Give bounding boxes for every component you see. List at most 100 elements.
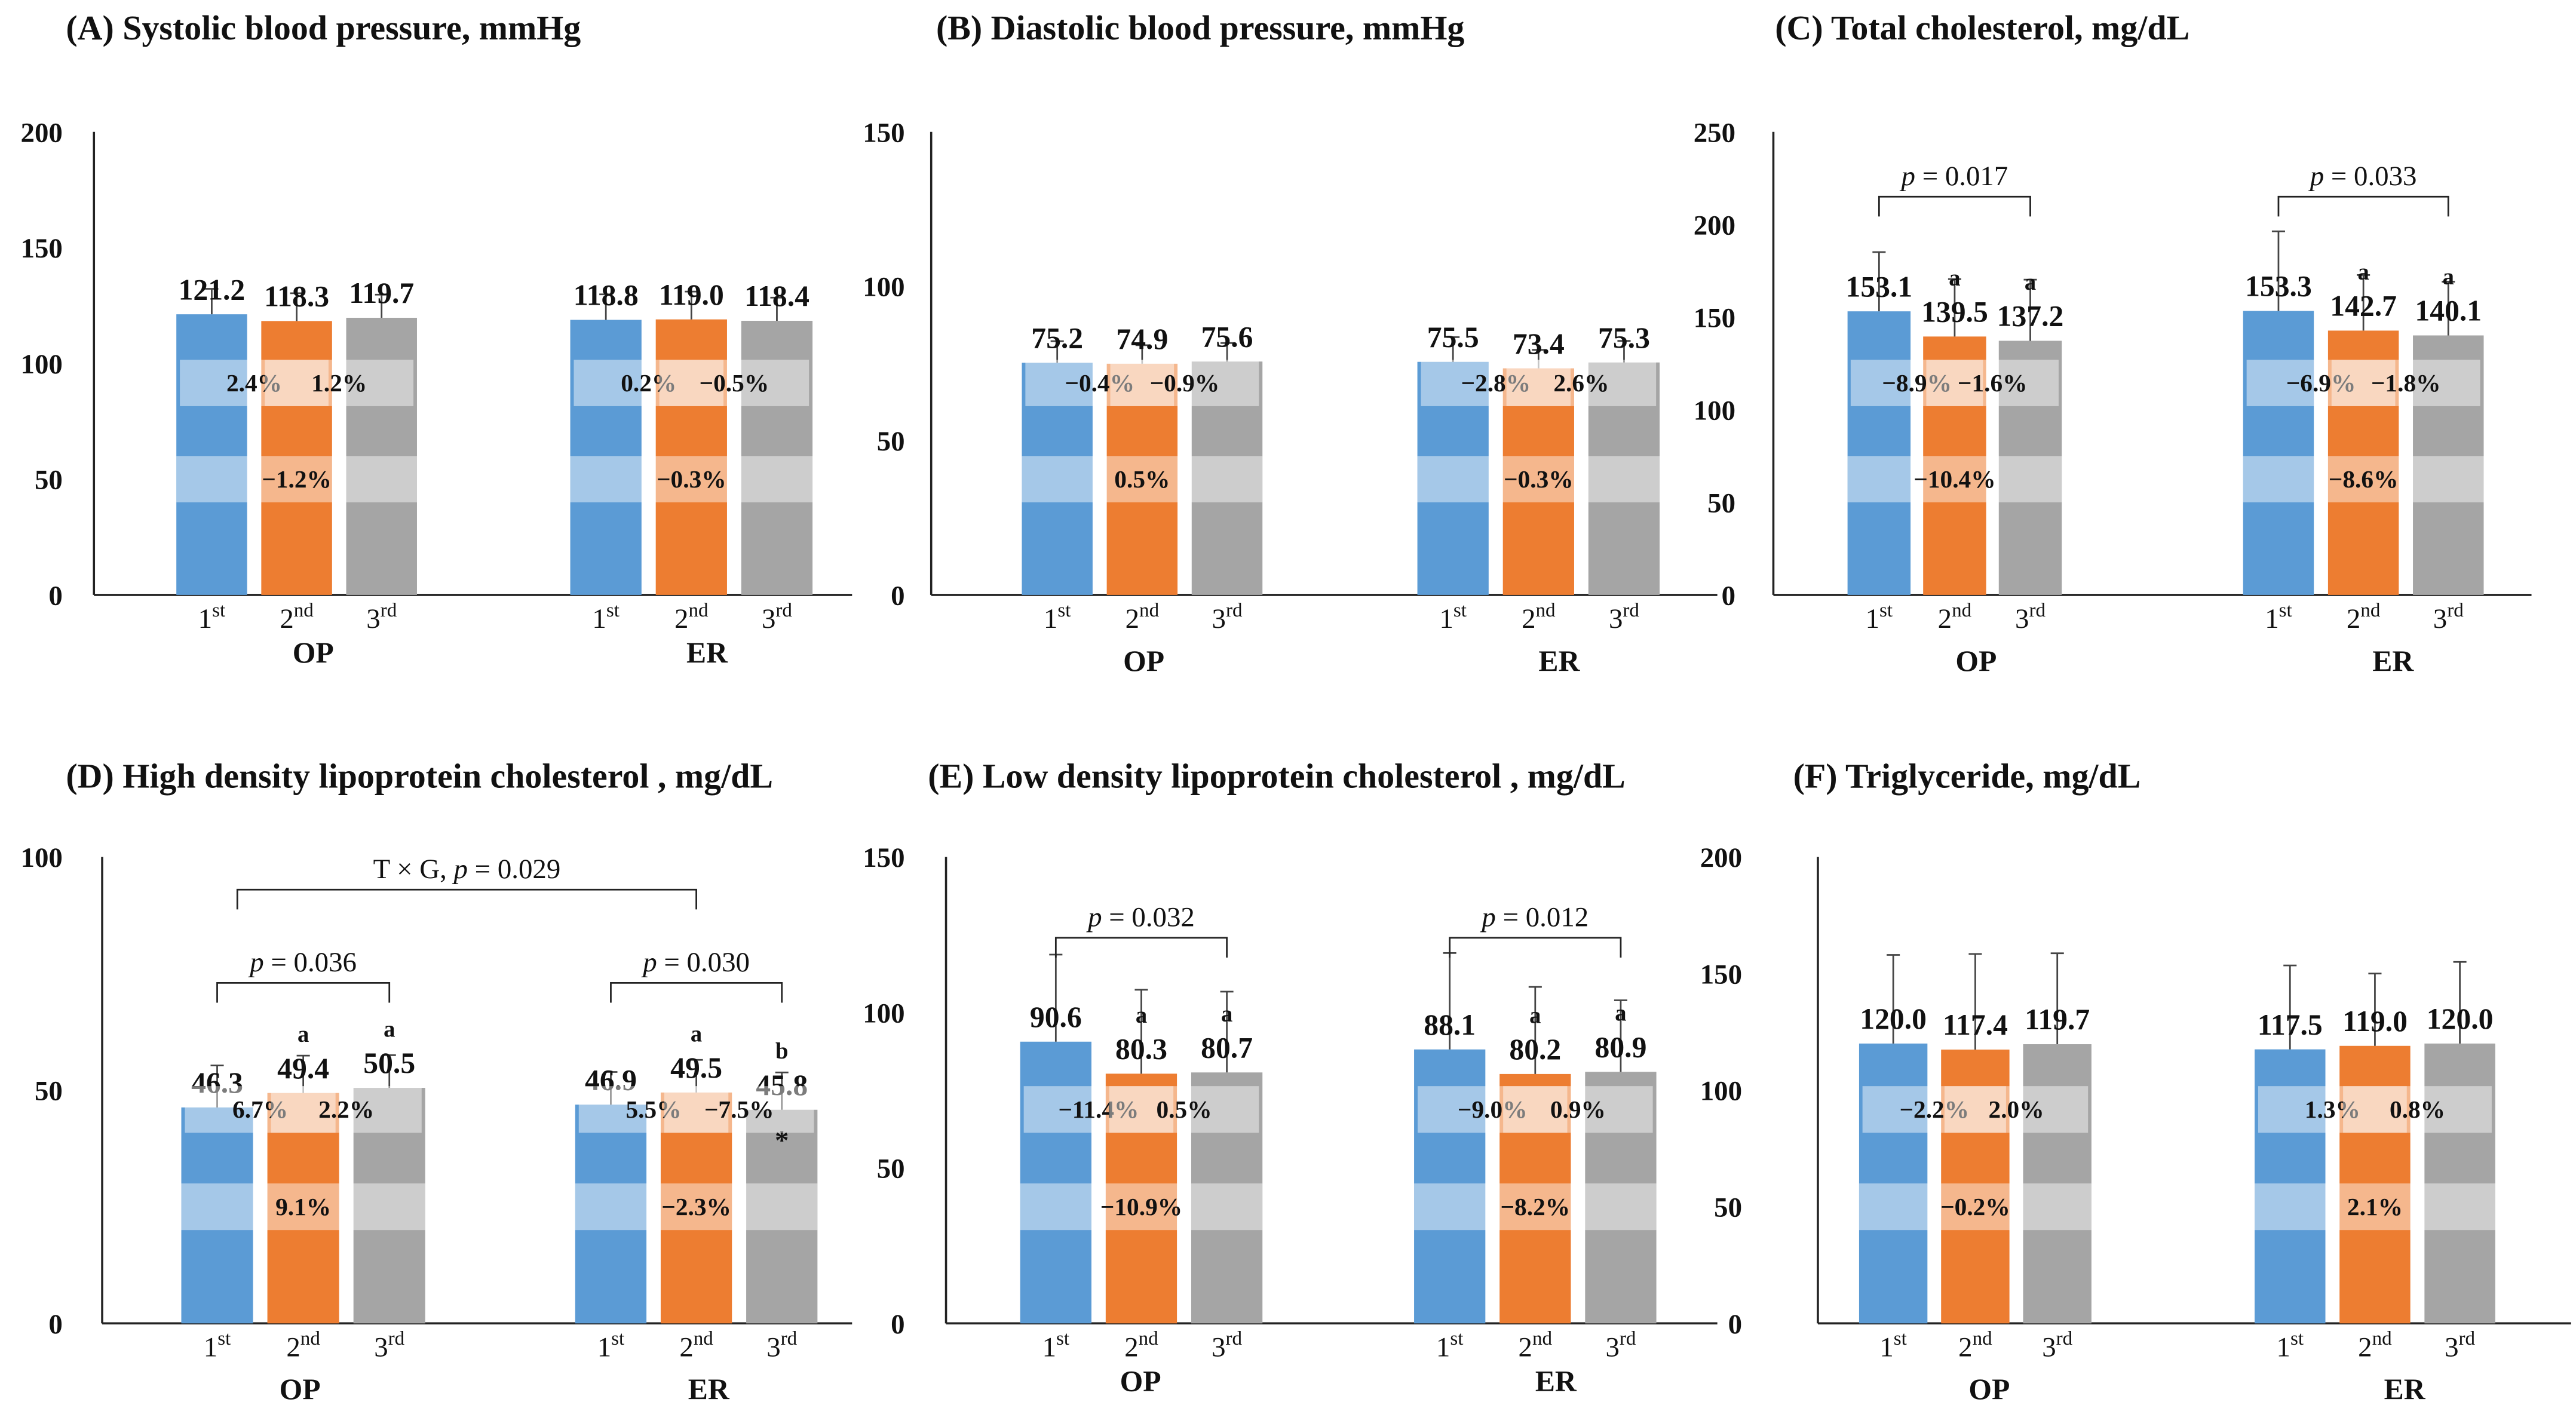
x-tick-label: 1st [204, 1328, 231, 1363]
significance-letter: a [1136, 1003, 1147, 1028]
value-label: 139.5 [1921, 296, 1988, 329]
y-tick-label: 150 [863, 117, 904, 148]
bar [2413, 335, 2484, 595]
change-band-overall [1022, 456, 1263, 502]
change-band-adjacent [185, 1086, 336, 1133]
significance-letter: a [691, 1022, 702, 1047]
x-tick-label: 1st [1866, 600, 1893, 634]
change-label-adjacent: 0.9% [1550, 1096, 1606, 1123]
change-band-adjacent [1926, 360, 2059, 406]
bar [1923, 336, 1986, 595]
x-tick-label: 1st [2265, 600, 2292, 634]
x-tick-label: 3rd [374, 1328, 404, 1363]
y-tick-label: 0 [1722, 580, 1735, 611]
significance-letter: a [384, 1017, 395, 1042]
y-tick-label: 200 [1700, 842, 1742, 873]
significance-bracket [2277, 195, 2449, 217]
bar [655, 319, 727, 595]
bar [2255, 1049, 2326, 1324]
group-label: OP [1955, 645, 1997, 677]
bar [1417, 361, 1489, 595]
y-tick-label: 100 [1694, 395, 1735, 426]
y-tick-label: 0 [48, 580, 62, 611]
value-label: 117.5 [2258, 1008, 2323, 1041]
group-label: ER [688, 1373, 730, 1406]
change-label-adjacent: 6.7% [232, 1096, 288, 1123]
bar [1414, 1049, 1486, 1324]
x-tick-label: 2nd [2358, 1328, 2392, 1363]
y-tick-label: 250 [1694, 117, 1735, 148]
change-band-adjacent [1110, 360, 1259, 406]
change-label-overall: 9.1% [275, 1193, 331, 1220]
panel-e: (E) Low density lipoprotein cholesterol … [863, 757, 1718, 1397]
panel-c: (C) Total cholesterol, mg/dL 0 50 100 150 200… [1694, 8, 2532, 677]
bar [2243, 311, 2314, 595]
x-tick-label: 3rd [766, 1328, 797, 1363]
change-label-adjacent: 1.3% [2305, 1096, 2360, 1123]
change-label-adjacent: −9.0% [1458, 1096, 1528, 1123]
change-label-adjacent: 1.2% [311, 369, 367, 397]
value-label: 75.5 [1427, 321, 1479, 354]
y-tick-label: 100 [21, 842, 63, 873]
change-label-adjacent: 2.4% [226, 369, 282, 397]
bar [575, 1105, 647, 1324]
x-tick-label: 2nd [1958, 1328, 1992, 1363]
change-band-adjacent [271, 1086, 422, 1133]
change-band-overall [1859, 1183, 2092, 1231]
value-label: 119.0 [659, 278, 724, 311]
significance-bracket [1449, 937, 1622, 958]
change-band-overall [2255, 1183, 2495, 1231]
change-label-overall: −0.2% [1940, 1193, 2010, 1220]
change-band-adjacent [1421, 360, 1571, 406]
bar [2424, 1043, 2495, 1324]
y-tick-label: 100 [863, 272, 904, 303]
x-tick-label: 2nd [2347, 600, 2381, 634]
y-tick-label: 100 [863, 998, 904, 1029]
significance-letter: a [1221, 1002, 1232, 1027]
change-label-overall: 0.5% [1114, 465, 1170, 493]
change-band-adjacent [578, 1086, 729, 1133]
bar [181, 1107, 253, 1324]
y-tick-label: 0 [891, 580, 904, 611]
significance-bracket [1878, 195, 2031, 217]
value-label: 137.2 [1997, 300, 2064, 333]
y-tick-label: 50 [1707, 487, 1735, 519]
x-tick-label: 1st [1439, 600, 1467, 634]
value-label: 153.3 [2245, 270, 2312, 303]
value-label: 80.2 [1509, 1033, 1561, 1066]
bar [1588, 362, 1660, 595]
change-band-overall [1414, 1183, 1657, 1231]
change-band-overall [176, 456, 417, 502]
x-tick-label: 2nd [286, 1328, 320, 1363]
value-label: 118.3 [264, 280, 329, 313]
change-band-adjacent [1850, 360, 1983, 406]
x-tick-label: 3rd [366, 600, 397, 634]
change-label-adjacent: 2.6% [1553, 369, 1609, 397]
change-band-adjacent [2258, 1086, 2407, 1133]
value-label: 74.9 [1116, 323, 1168, 355]
x-tick-label: 3rd [1609, 600, 1639, 634]
change-label-adjacent: −11.4% [1058, 1096, 1139, 1123]
value-label: 49.4 [277, 1052, 329, 1085]
panel-title: (A) Systolic blood pressure, mmHg [66, 8, 581, 47]
bar [176, 314, 247, 595]
x-tick-label: 2nd [1519, 1328, 1553, 1363]
change-label-adjacent: −2.2% [1899, 1096, 1969, 1123]
bar [1859, 1043, 1928, 1324]
x-tick-label: 1st [198, 600, 226, 634]
change-label-adjacent: 5.5% [625, 1096, 681, 1123]
change-label-overall: −1.2% [262, 465, 332, 493]
value-label: 80.7 [1201, 1031, 1253, 1064]
significance-letter: a [1949, 266, 1960, 291]
value-label: 50.5 [363, 1047, 415, 1079]
y-tick-label: 50 [877, 1154, 905, 1185]
panel-title: (D) High density lipoprotein cholesterol… [66, 757, 773, 796]
group-label: OP [293, 636, 334, 669]
value-label: 121.2 [179, 273, 246, 306]
value-label: 75.6 [1201, 320, 1253, 353]
group-label: OP [1120, 1364, 1161, 1397]
change-band-adjacent [265, 360, 414, 406]
y-tick-label: 0 [1728, 1309, 1742, 1340]
panel-b: (B) Diastolic blood pressure, mmHg 0 50 100… [863, 8, 1718, 677]
x-tick-label: 1st [1042, 1328, 1070, 1363]
